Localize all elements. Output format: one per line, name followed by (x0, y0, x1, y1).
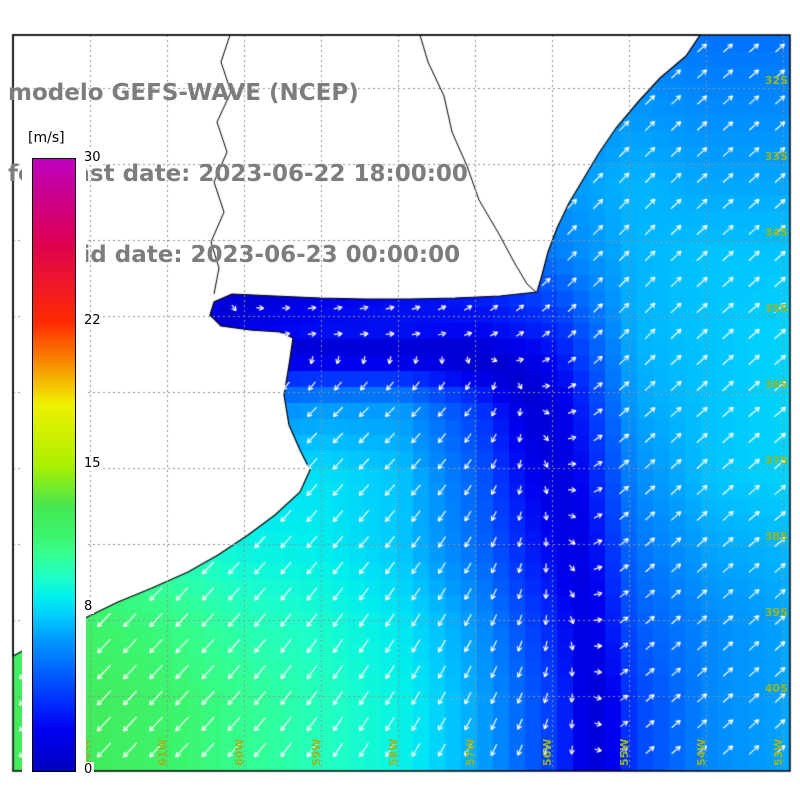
colorbar-gradient (32, 158, 76, 772)
model-title: modelo GEFS-WAVE (NCEP) (8, 80, 359, 106)
longitude-label-59W: 59W (310, 738, 323, 766)
colorbar-tick-22: 22 (82, 313, 103, 329)
latitude-label-33S: 33S (764, 150, 788, 163)
colorbar-unit-label: [m/s] (26, 130, 67, 146)
colorbar: [m/s] 30 22 15 8 0 (22, 126, 103, 780)
colorbar-tick-30: 30 (82, 150, 103, 165)
latitude-label-35S: 35S (764, 302, 788, 315)
colorbar-tick-15: 15 (82, 456, 103, 471)
valid-date-label: valid date: 2023-06-23 00:00:00 (44, 242, 461, 268)
longitude-label-58W: 58W (387, 738, 400, 766)
longitude-label-55W: 55W (618, 738, 631, 766)
latitude-label-32S: 32S (764, 74, 788, 87)
longitude-label-56W: 56W (541, 738, 554, 766)
longitude-label-60W: 60W (233, 738, 246, 766)
latitude-label-37S: 37S (764, 454, 788, 467)
longitude-label-61W: 61W (156, 738, 169, 766)
latitude-label-38S: 38S (764, 530, 788, 543)
longitude-label-53W: 53W (772, 738, 785, 766)
latitude-label-40S: 40S (764, 682, 788, 695)
longitude-label-57W: 57W (464, 738, 477, 766)
latitude-label-36S: 36S (764, 378, 788, 391)
latitude-label-39S: 39S (764, 606, 788, 619)
latitude-label-34S: 34S (764, 226, 788, 239)
longitude-label-54W: 54W (695, 738, 708, 766)
colorbar-tick-8: 8 (82, 598, 95, 614)
colorbar-tick-0: 0 (82, 762, 95, 777)
